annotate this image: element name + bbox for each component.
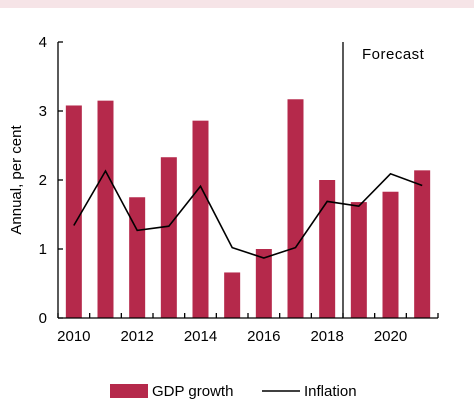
x-tick-label: 2018 [310, 328, 343, 345]
bar-gdp-2015 [224, 272, 241, 318]
x-tick-label: 2010 [57, 328, 90, 345]
x-tick-label: 2012 [120, 328, 153, 345]
legend: GDP growth Inflation [110, 383, 357, 400]
y-tick-label: 0 [39, 310, 47, 327]
y-ticks: 0 1 2 3 4 [39, 34, 63, 327]
bar-gdp-2013 [160, 157, 177, 318]
y-tick-label: 4 [39, 34, 47, 51]
forecast-label: Forecast [362, 46, 425, 63]
x-ticks: 2010 2012 2014 2016 2018 2020 [57, 313, 439, 345]
x-tick-label: 2014 [184, 328, 217, 345]
bar-gdp-2010 [65, 105, 82, 318]
axes [57, 42, 438, 319]
legend-label-gdp-growth: GDP growth [152, 383, 233, 400]
bar-gdp-2018 [319, 180, 336, 318]
inflation-line [73, 169, 423, 259]
bar-gdp-2016 [255, 249, 272, 318]
x-tick-label: 2016 [247, 328, 280, 345]
bar-gdp-2019 [350, 202, 367, 318]
bar-gdp-2017 [287, 99, 304, 319]
bar-gdp-2021 [414, 170, 431, 318]
y-tick-label: 3 [39, 103, 47, 120]
y-tick-label: 1 [39, 241, 47, 258]
bar-gdp-2014 [192, 120, 209, 318]
bar-gdp-2011 [97, 100, 114, 319]
top-accent-band [0, 0, 474, 8]
legend-label-inflation: Inflation [304, 383, 357, 400]
legend-swatch-gdp-growth [110, 384, 148, 398]
y-tick-label: 2 [39, 172, 47, 189]
bar-gdp-2012 [129, 197, 146, 318]
y-axis-title: Annual, per cent [8, 125, 25, 235]
bar-gdp-2020 [382, 191, 399, 318]
x-tick-label: 2020 [374, 328, 407, 345]
gdp-bars [65, 99, 431, 319]
